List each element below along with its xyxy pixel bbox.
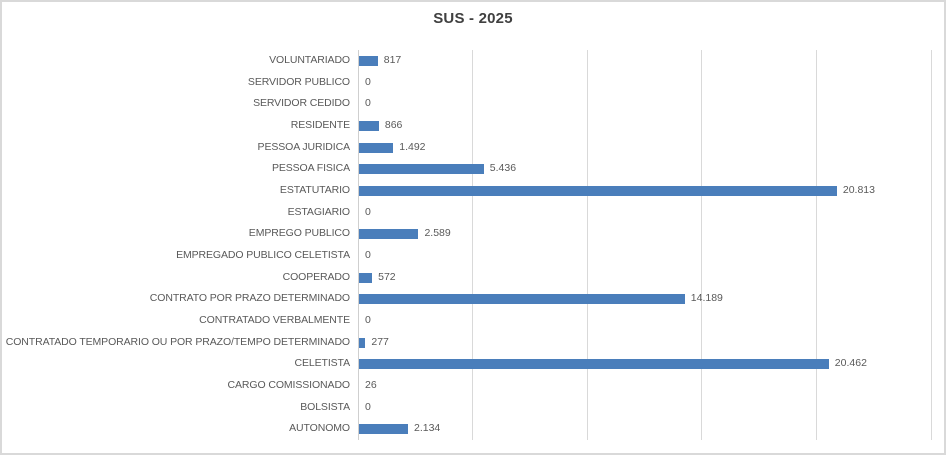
value-label: 0 [365, 249, 371, 261]
plot-area [358, 50, 932, 440]
bar [359, 272, 373, 283]
value-label: 0 [365, 400, 371, 413]
value-label: 14.189 [690, 292, 723, 305]
category-label: VOLUNTARIADO [269, 54, 350, 66]
category-label: PESSOA FISICA [271, 162, 350, 175]
category-label: AUTONOMO [289, 422, 350, 435]
bar [359, 359, 829, 370]
value-label: 277 [371, 335, 389, 348]
value-label: 572 [378, 270, 396, 283]
value-label: 817 [383, 54, 402, 66]
gridline [816, 50, 818, 440]
value-label: 20.462 [834, 357, 867, 370]
gridline [586, 50, 588, 440]
category-label: PESSOA JURIDICA [257, 140, 351, 153]
category-label: BOLSISTA [300, 400, 350, 413]
category-label: CELETISTA [294, 357, 350, 370]
gridline [471, 50, 473, 440]
gridline [931, 50, 932, 440]
chart-title: SUS - 2025 [433, 10, 513, 27]
value-label: 2.134 [413, 422, 441, 435]
category-label: EMPREGADO PUBLICO CELETISTA [176, 249, 350, 261]
category-label: CONTRATADO TEMPORARIO OU POR PRAZO/TEMPO… [5, 335, 350, 348]
category-label: CONTRATADO VERBALMENTE [199, 314, 350, 326]
category-label: SERVIDOR PUBLICO [247, 75, 350, 88]
value-label: 1.492 [399, 140, 426, 153]
bar [359, 120, 379, 131]
bar [359, 142, 394, 153]
category-label: RESIDENTE [290, 119, 350, 131]
bar [359, 164, 484, 175]
bar [359, 294, 685, 305]
bar [359, 337, 366, 348]
value-label: 26 [365, 379, 377, 391]
category-label: CARGO COMISSIONADO [227, 379, 351, 391]
category-label: CONTRATO POR PRAZO DETERMINADO [149, 292, 350, 305]
gridline [701, 50, 703, 440]
value-label: 0 [365, 205, 371, 218]
bar [359, 424, 408, 435]
category-label: SERVIDOR CEDIDO [253, 97, 350, 110]
value-label: 2.589 [424, 227, 451, 240]
category-label: ESTATUTARIO [279, 184, 350, 196]
value-label: 20.813 [842, 184, 875, 196]
bar [359, 185, 837, 196]
value-label: 0 [365, 97, 371, 110]
bar [359, 229, 419, 240]
value-label: 0 [365, 314, 371, 326]
category-label: COOPERADO [282, 270, 350, 283]
value-label: 866 [384, 119, 403, 131]
value-label: 0 [365, 75, 371, 88]
category-axis-line [358, 50, 359, 440]
value-label: 5.436 [489, 162, 517, 175]
category-label: ESTAGIARIO [287, 205, 351, 218]
bar [359, 55, 378, 66]
category-label: EMPREGO PUBLICO [248, 227, 350, 240]
